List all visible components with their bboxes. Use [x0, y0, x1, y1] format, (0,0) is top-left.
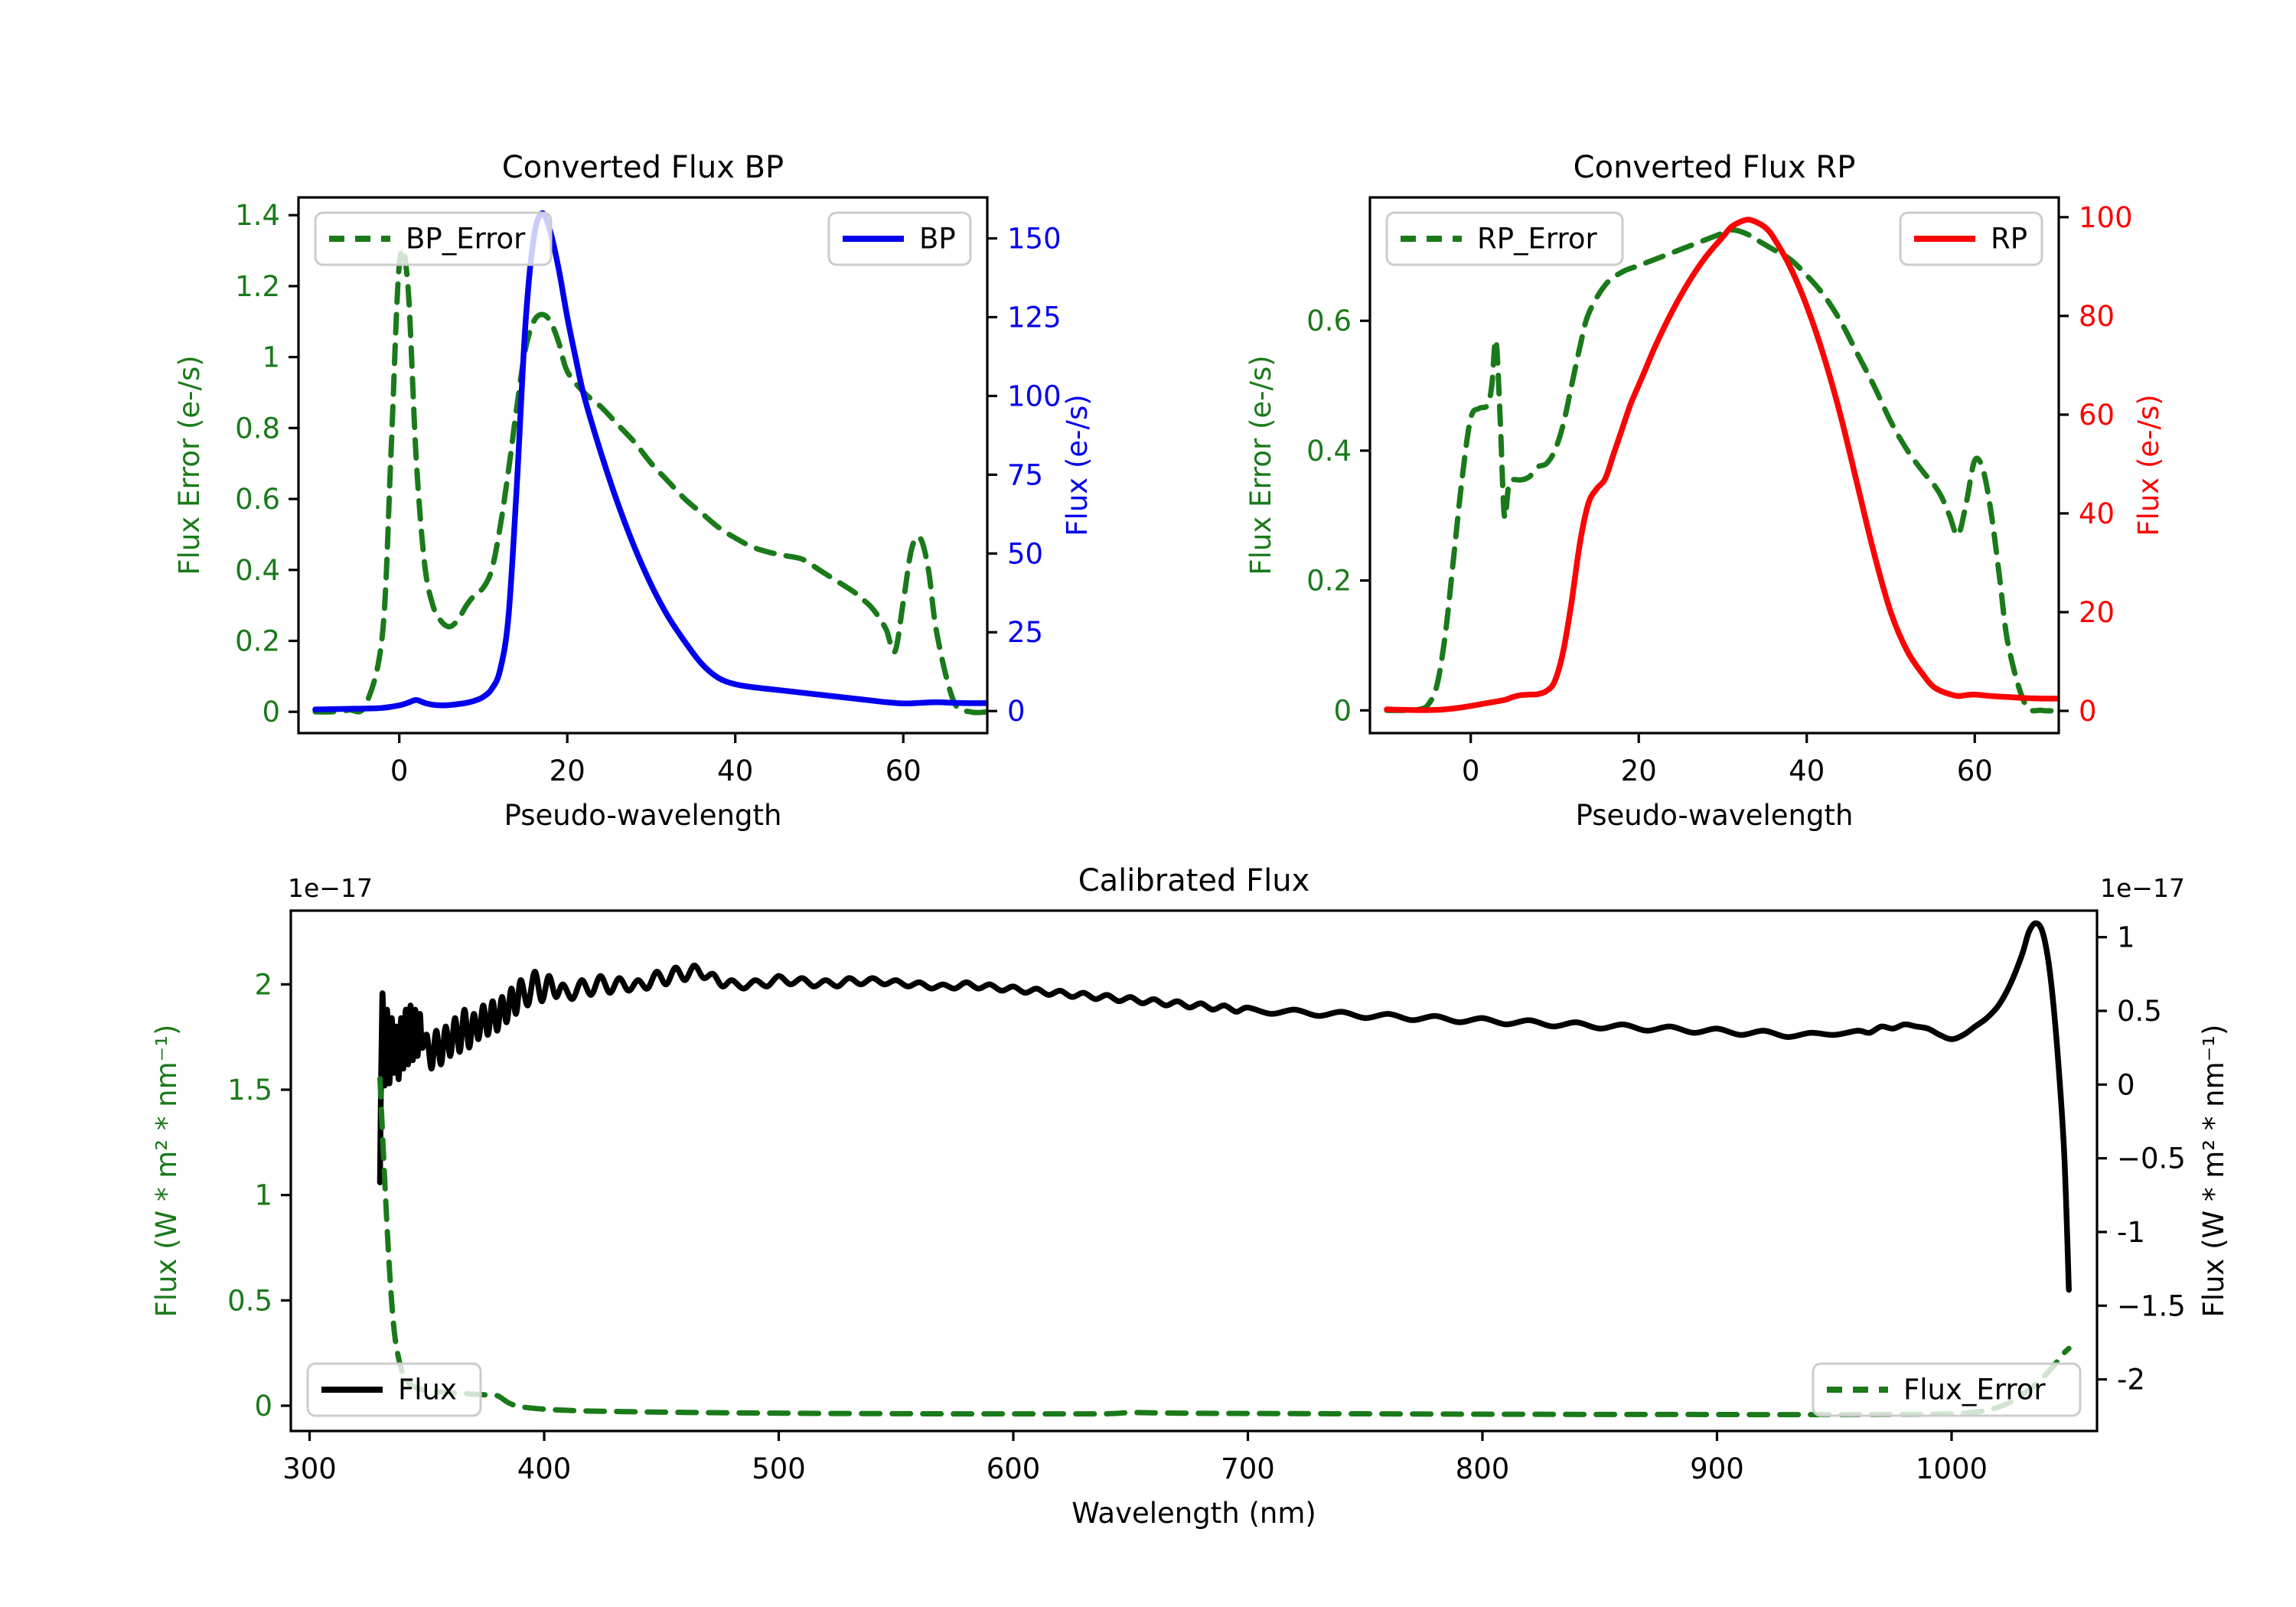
legend-flux[interactable]: Flux: [306, 1362, 482, 1417]
y-tick-label-left: 0.6: [235, 483, 280, 516]
y-axis-label-left: Flux (W * m² * nm⁻¹): [150, 1025, 183, 1318]
x-tick-label: 900: [1690, 1452, 1744, 1485]
plot-frame: [297, 196, 989, 735]
legend-label: Flux_Error: [1903, 1374, 2046, 1407]
legend-box: [1812, 1362, 2082, 1417]
y-tick-label-right: 40: [2079, 497, 2115, 530]
y-tick-label-left: 1.4: [235, 199, 280, 232]
y-axis-label-left: Flux Error (e-/s): [173, 355, 206, 575]
x-tick-label: 800: [1456, 1452, 1510, 1485]
data-series-flux: [377, 920, 2072, 1293]
legend-box: [1385, 211, 1624, 266]
x-tick-label: 1000: [1916, 1452, 1988, 1485]
y-tick-label-right: 1: [2117, 921, 2135, 954]
y-tick-label-left: 1: [262, 341, 280, 374]
y-tick-label-left: 0: [262, 696, 280, 729]
legend-label: BP_Error: [406, 223, 526, 256]
y-tick-label-left: 0: [254, 1390, 272, 1423]
y-tick-label-right: 80: [2079, 300, 2115, 333]
legend-flux_error[interactable]: Flux_Error: [1812, 1362, 2082, 1417]
y-tick-label-left: 0.6: [1306, 305, 1352, 337]
y-tick-label-left: 0.2: [1306, 565, 1352, 598]
x-tick-label: 20: [550, 755, 585, 787]
x-tick-label: 500: [752, 1452, 806, 1485]
x-tick-label: 700: [1221, 1452, 1275, 1485]
y-axis-label-right: Flux (W * m² * nm⁻¹): [2197, 1025, 2230, 1318]
y-tick-label-right: −0.5: [2117, 1143, 2186, 1175]
y-tick-label-left: 0.8: [235, 412, 280, 445]
y-tick-label-right: 75: [1007, 458, 1043, 491]
offset-label-right: 1e−17: [2100, 873, 2185, 903]
y-axis-label-left: Flux Error (e-/s): [1244, 355, 1277, 575]
y-tick-label-left: 2: [254, 968, 272, 1001]
x-tick-label: 60: [1957, 755, 1993, 787]
y-tick-label-right: 50: [1007, 537, 1043, 570]
y-tick-label-right: 0: [2117, 1068, 2135, 1101]
y-axis-label-right: Flux (e-/s): [2132, 394, 2165, 536]
plot-title: Converted Flux BP: [502, 150, 784, 185]
legend-label: BP: [919, 223, 956, 256]
x-tick-label: 40: [717, 755, 753, 787]
data-series-bp_error: [312, 246, 987, 715]
y-tick-label-right: 0: [1007, 695, 1026, 728]
x-tick-label: 20: [1621, 755, 1657, 787]
y-tick-label-right: 20: [2079, 596, 2115, 629]
y-tick-label-right: −1.5: [2117, 1289, 2186, 1322]
y-tick-label-right: -1: [2117, 1216, 2145, 1249]
legend-bp[interactable]: BP: [827, 211, 972, 266]
y-tick-label-left: 1.5: [227, 1074, 272, 1107]
plot-frame: [289, 909, 2099, 1433]
y-tick-label-left: 0.4: [1306, 435, 1352, 468]
x-tick-label: 0: [390, 755, 409, 787]
plot-title: Converted Flux RP: [1574, 150, 1856, 185]
x-tick-label: 600: [987, 1452, 1041, 1485]
legend-label: RP: [1991, 223, 2027, 256]
y-tick-label-left: 0: [1333, 694, 1352, 727]
legend-rp_error[interactable]: RP_Error: [1385, 211, 1624, 266]
y-tick-label-right: 100: [2079, 201, 2133, 234]
y-tick-label-left: 1.2: [235, 270, 280, 303]
y-tick-label-right: 0.5: [2117, 995, 2162, 1028]
y-tick-label-right: 125: [1007, 301, 1062, 334]
y-tick-label-left: 0.4: [235, 554, 280, 587]
y-tick-label-right: 25: [1007, 616, 1043, 649]
data-series-bp: [312, 210, 987, 712]
legend-box: [306, 1362, 482, 1417]
y-tick-label-right: 60: [2079, 399, 2115, 432]
y-tick-label-right: 150: [1007, 223, 1062, 256]
legend-bp_error[interactable]: BP_Error: [314, 211, 553, 266]
legend-label: RP_Error: [1477, 223, 1597, 256]
x-tick-label: 40: [1789, 755, 1825, 787]
x-tick-label: 400: [517, 1452, 572, 1485]
offset-label-left: 1e−17: [288, 873, 373, 903]
data-series-rp_error: [1384, 227, 2058, 714]
plot-title: Calibrated Flux: [1078, 863, 1310, 898]
y-axis-label-right: Flux (e-/s): [1061, 394, 1094, 536]
x-axis-label: Pseudo-wavelength: [1576, 799, 1854, 832]
x-tick-label: 300: [282, 1452, 337, 1485]
y-tick-label-left: 0.5: [227, 1284, 272, 1317]
legend-box: [314, 211, 553, 266]
x-tick-label: 0: [1462, 755, 1480, 787]
legend-label: Flux: [398, 1374, 457, 1407]
legend-rp[interactable]: RP: [1899, 211, 2043, 266]
y-tick-label-right: 0: [2079, 695, 2097, 728]
plot-frame: [1368, 196, 2060, 735]
y-tick-label-left: 1: [254, 1179, 272, 1212]
x-axis-label: Wavelength (nm): [1071, 1497, 1316, 1530]
y-tick-label-right: 100: [1007, 380, 1062, 412]
y-tick-label-left: 0.2: [235, 624, 280, 657]
x-tick-label: 60: [885, 755, 921, 787]
y-tick-label-right: -2: [2117, 1364, 2145, 1397]
x-axis-label: Pseudo-wavelength: [504, 799, 782, 832]
data-series-rp: [1384, 217, 2058, 713]
